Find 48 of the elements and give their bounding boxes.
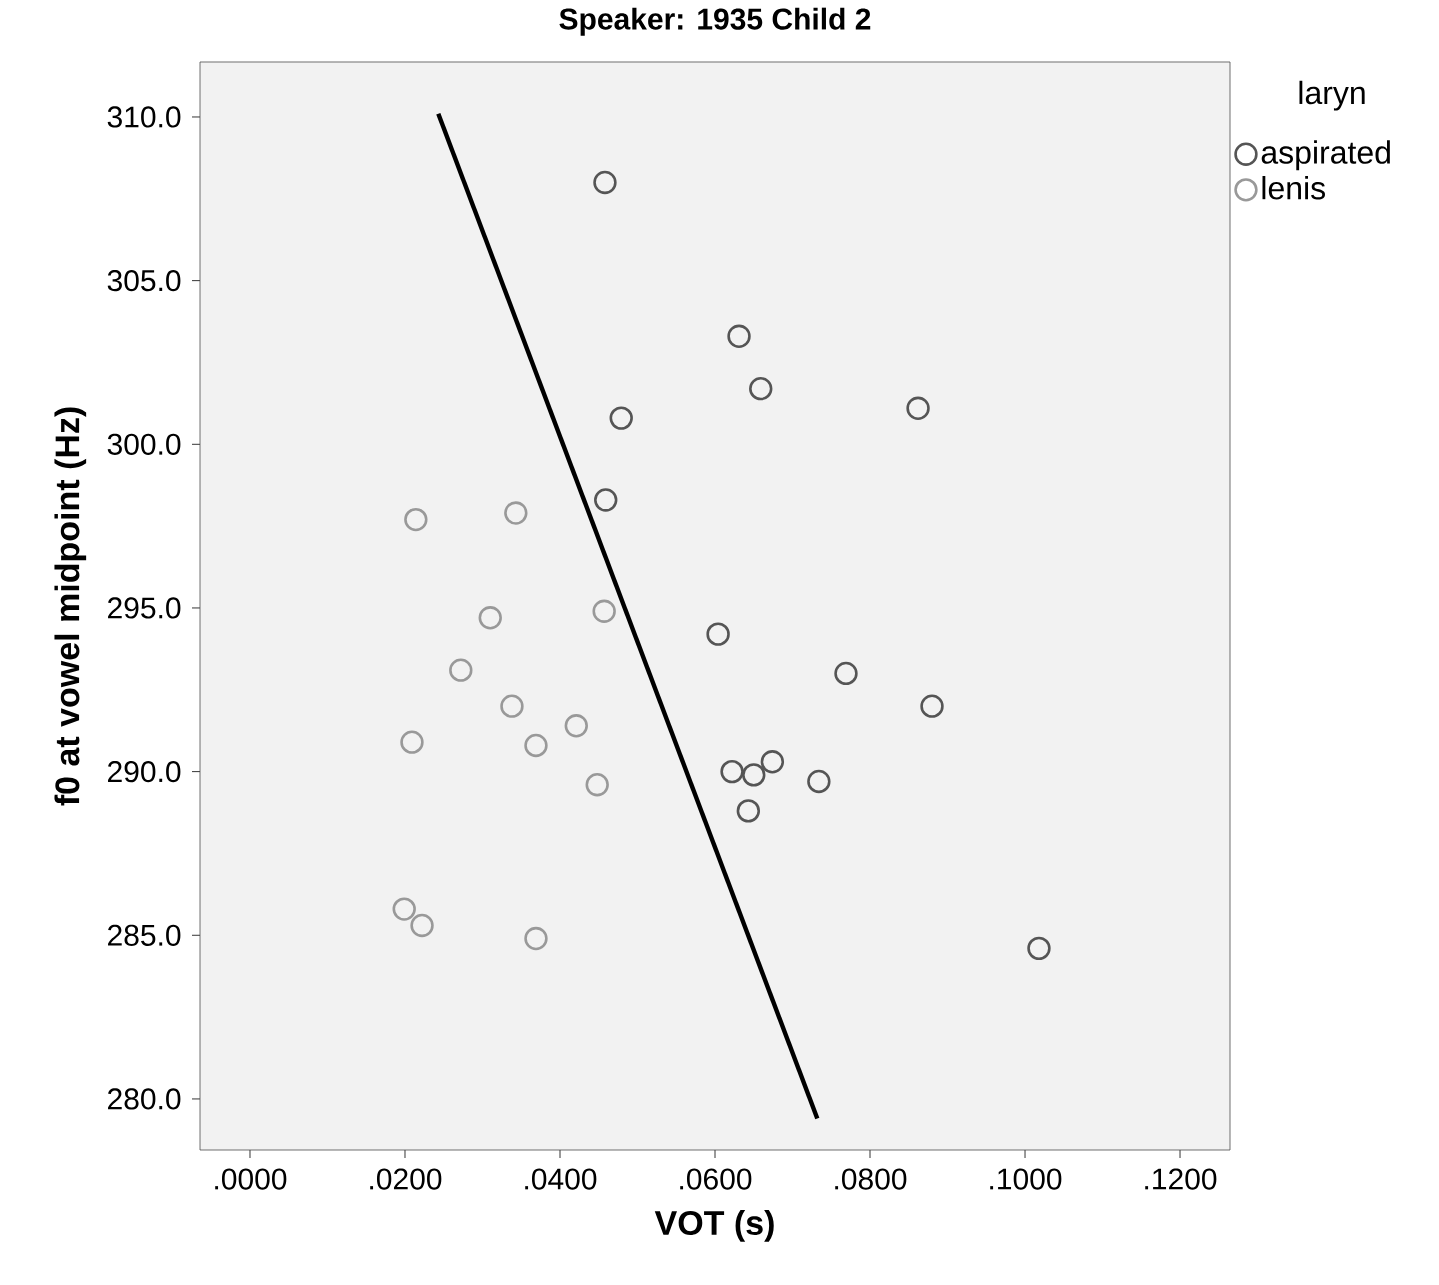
point	[706, 622, 730, 646]
point	[524, 733, 548, 758]
point	[736, 799, 761, 823]
y-tick-label: 305.0	[107, 270, 181, 292]
y-tick-label: 290.0	[108, 761, 181, 783]
point	[392, 897, 416, 921]
point	[500, 694, 524, 718]
y-tick-label: 280.0	[108, 1088, 181, 1110]
point	[449, 658, 473, 682]
point	[1027, 936, 1051, 961]
x-tick-label: .0600	[680, 1168, 752, 1190]
legend-title: laryn	[1299, 80, 1365, 111]
point	[720, 759, 744, 784]
x-tick-label: .0200	[370, 1168, 442, 1190]
x-tick-label: .0400	[525, 1168, 597, 1190]
point	[760, 750, 785, 774]
point	[727, 324, 751, 348]
legend-label: aspirated	[1261, 140, 1390, 171]
point	[593, 170, 617, 195]
point	[609, 406, 633, 430]
point	[834, 661, 858, 686]
point	[404, 507, 428, 532]
point	[478, 606, 502, 630]
point	[585, 773, 609, 797]
x-axis-title: VOT (s)	[654, 1210, 774, 1242]
y-tick-label: 285.0	[108, 924, 181, 946]
x-tick-label: .1200	[1145, 1168, 1217, 1190]
point	[906, 396, 930, 420]
point	[742, 763, 766, 787]
point	[920, 694, 944, 718]
point	[592, 599, 616, 623]
y-tick-label: 310.0	[107, 106, 181, 128]
y-axis-title: f0 at vowel midpoint (Hz)	[54, 407, 87, 806]
point	[524, 926, 548, 951]
point	[807, 769, 831, 794]
x-tick-label: .0000	[215, 1168, 287, 1190]
point	[504, 501, 528, 525]
point	[749, 376, 773, 401]
legend-label: lenis	[1262, 176, 1325, 200]
x-tick-label: .1000	[990, 1168, 1062, 1190]
point	[400, 730, 424, 754]
y-tick-label: 295.0	[108, 597, 181, 619]
y-tick-label: 300.0	[107, 433, 181, 455]
chart-title: Speaker: 1935 Child 2	[559, 7, 871, 36]
point	[594, 488, 618, 512]
x-tick-label: .0800	[835, 1168, 907, 1190]
point	[410, 913, 434, 938]
point	[564, 714, 588, 738]
